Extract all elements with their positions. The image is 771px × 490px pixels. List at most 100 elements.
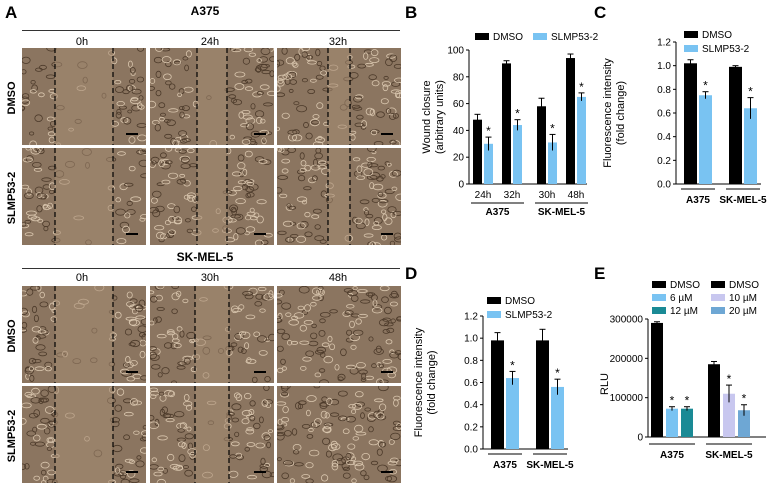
legend-swatch <box>652 307 666 314</box>
cell-outline <box>34 366 45 371</box>
cell-outline <box>150 156 160 164</box>
y-axis-label-line: Fluorescence intensity <box>602 58 614 168</box>
cell-outline <box>285 57 295 65</box>
bar <box>566 58 575 184</box>
significance-star: * <box>550 121 555 135</box>
cell-outline <box>175 290 182 297</box>
cell-outline <box>186 228 194 234</box>
cell-outline <box>370 129 380 134</box>
cell-outline <box>279 193 288 199</box>
cell-outline <box>131 104 141 112</box>
cell-outline <box>44 366 52 372</box>
cell-outline <box>151 120 160 125</box>
cell-outline <box>290 221 297 226</box>
cell-outline <box>140 173 146 179</box>
cell-outline <box>171 286 179 290</box>
cell-outline <box>179 330 185 338</box>
cell-outline <box>287 339 293 346</box>
cell-outline <box>172 139 180 145</box>
cell-outline <box>283 430 292 437</box>
cell-outline <box>241 139 251 145</box>
cell-outline <box>363 233 374 238</box>
cell-outline <box>389 54 398 62</box>
scale-bar <box>381 471 393 473</box>
cell-outline <box>364 407 371 412</box>
cell-outline <box>115 86 125 93</box>
cell-outline <box>130 97 141 105</box>
bar <box>484 143 493 184</box>
micrograph-image <box>277 386 401 483</box>
cell-outline <box>253 422 261 430</box>
cell-outline <box>156 333 167 339</box>
micrograph-texture <box>277 286 401 383</box>
wound-gap <box>55 386 113 483</box>
cell-outline <box>22 106 26 111</box>
cell-outline <box>387 107 397 116</box>
cell-outline <box>303 186 312 191</box>
cell-outline <box>249 207 255 213</box>
cell-outline <box>389 293 400 299</box>
cell-outline <box>243 392 252 400</box>
cell-outline <box>263 293 274 301</box>
cell-outline <box>377 165 385 171</box>
cell-outline <box>234 71 246 78</box>
cell-outline <box>34 114 43 122</box>
cell-outline <box>131 88 142 95</box>
cell-outline <box>126 376 136 382</box>
cell-outline <box>173 342 182 349</box>
cell-outline <box>137 104 145 110</box>
cell-outline <box>178 130 188 137</box>
cell-outline <box>369 241 377 245</box>
cell-outline <box>356 165 363 173</box>
cell-outline <box>42 220 51 228</box>
cell-outline <box>22 222 27 227</box>
cell-outline <box>372 304 383 310</box>
cell-outline <box>150 320 155 326</box>
cell-outline <box>150 421 160 430</box>
cell-outline <box>126 209 136 216</box>
cell-outline <box>320 474 329 482</box>
cell-outline <box>311 287 321 295</box>
cell-outline <box>385 475 393 482</box>
cell-outline <box>237 180 247 185</box>
cell-outline <box>351 409 357 415</box>
cell-outline <box>172 59 182 66</box>
cell-outline <box>156 478 167 483</box>
cell-outline <box>123 411 134 417</box>
cell-outline <box>352 329 364 336</box>
cell-outline <box>377 191 384 197</box>
cell-outline <box>305 409 311 417</box>
cell-outline <box>151 197 158 204</box>
cell-outline <box>352 106 363 111</box>
scale-bar <box>126 233 138 235</box>
cell-outline <box>277 432 285 441</box>
cell-outline <box>150 464 159 470</box>
cell-outline <box>22 184 30 190</box>
cell-outline <box>245 314 256 320</box>
cell-outline <box>371 363 377 369</box>
cell-outline <box>154 418 160 427</box>
cell-outline <box>154 225 165 231</box>
cell-outline <box>329 309 338 314</box>
cell-outline <box>363 474 370 481</box>
micro-top-rule <box>22 30 400 31</box>
cell-outline <box>361 453 370 461</box>
micrograph-image <box>22 286 146 383</box>
cell-outline <box>38 326 47 332</box>
scale-bar <box>381 371 393 373</box>
y-tick-label: 1.2 <box>657 38 671 49</box>
cell-outline <box>186 426 192 432</box>
cell-outline <box>385 339 393 345</box>
cell-outline <box>277 85 281 92</box>
panel-letter-e: E <box>594 264 606 283</box>
scale-bar <box>254 371 266 373</box>
cell-outline <box>238 304 245 310</box>
cell-outline <box>369 108 376 117</box>
cell-outline <box>354 217 363 225</box>
cell-outline <box>264 232 273 238</box>
cell-outline <box>136 455 142 460</box>
cell-outline <box>281 302 292 310</box>
group-label: A375 <box>493 460 517 471</box>
cell-outline <box>268 48 274 52</box>
cell-outline <box>350 344 357 350</box>
